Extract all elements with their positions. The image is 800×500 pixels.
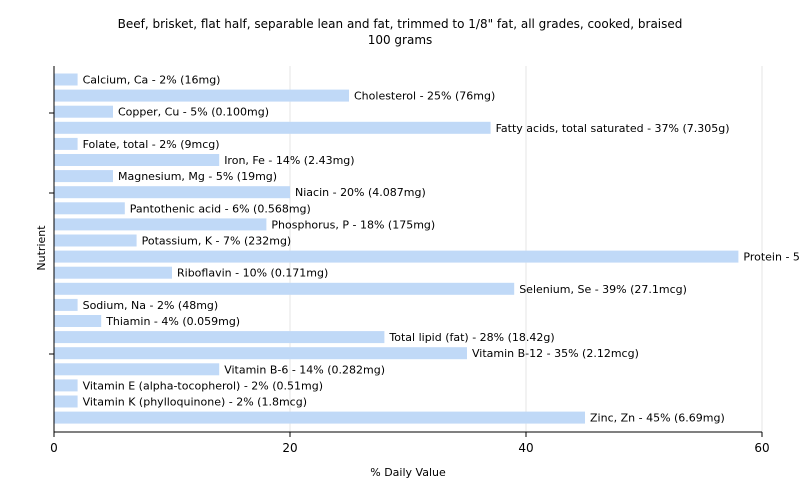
- bar-15: [54, 315, 102, 327]
- bar-16: [54, 331, 385, 344]
- bar-4: [54, 137, 78, 150]
- bar-label-10: Potassium, K - 7% (232mg): [142, 235, 292, 248]
- bar-8: [54, 202, 125, 215]
- axes: 0 20 40 60: [49, 66, 770, 455]
- bar-label-9: Phosphorus, P - 18% (175mg): [271, 218, 435, 231]
- bar-9: [54, 218, 267, 231]
- bar-label-1: Cholesterol - 25% (76mg): [354, 90, 495, 103]
- x-tick-label-0: 0: [50, 441, 58, 455]
- bar-label-11: Protein - 58% (28.82g): [743, 251, 800, 264]
- bar-label-21: Zinc, Zn - 45% (6.69mg): [590, 412, 725, 425]
- bar-1: [54, 89, 349, 102]
- bar-7: [54, 186, 290, 199]
- bar-label-18: Vitamin B-6 - 14% (0.282mg): [224, 363, 385, 376]
- bar-label-16: Total lipid (fat) - 28% (18.42g): [388, 331, 554, 344]
- bar-5: [54, 154, 220, 166]
- bar-label-2: Copper, Cu - 5% (0.100mg): [118, 106, 269, 119]
- bar-label-17: Vitamin B-12 - 35% (2.12mcg): [472, 347, 639, 360]
- y-axis-label: Nutrient: [35, 225, 48, 271]
- bar-label-3: Fatty acids, total saturated - 37% (7.30…: [496, 122, 730, 135]
- bar-label-4: Folate, total - 2% (9mcg): [83, 138, 220, 151]
- bar-11: [54, 250, 739, 263]
- bar-10: [54, 234, 137, 247]
- bar-label-13: Selenium, Se - 39% (27.1mcg): [519, 283, 687, 296]
- bar-2: [54, 105, 113, 118]
- x-axis-label: % Daily Value: [370, 466, 446, 479]
- x-tick-label-40: 40: [518, 441, 533, 455]
- x-tick-label-20: 20: [282, 441, 297, 455]
- bar-6: [54, 170, 113, 183]
- bar-label-20: Vitamin K (phylloquinone) - 2% (1.8mcg): [83, 396, 307, 409]
- x-tick-label-60: 60: [754, 441, 769, 455]
- bar-18: [54, 363, 220, 376]
- bar-label-8: Pantothenic acid - 6% (0.568mg): [130, 202, 311, 215]
- chart-title-block: Beef, brisket, flat half, separable lean…: [0, 16, 800, 48]
- bar-13: [54, 282, 515, 295]
- bar-12: [54, 266, 172, 279]
- chart-title: Beef, brisket, flat half, separable lean…: [117, 17, 683, 31]
- bar-21: [54, 411, 585, 424]
- bar-label-0: Calcium, Ca - 2% (16mg): [83, 74, 221, 87]
- bars: Calcium, Ca - 2% (16mg) Cholesterol - 25%…: [54, 73, 800, 425]
- bar-label-19: Vitamin E (alpha-tocopherol) - 2% (0.51m…: [83, 379, 323, 392]
- bar-label-15: Thiamin - 4% (0.059mg): [105, 315, 240, 328]
- bar-label-5: Iron, Fe - 14% (2.43mg): [224, 154, 354, 167]
- bar-19: [54, 379, 78, 392]
- bar-label-14: Sodium, Na - 2% (48mg): [83, 299, 219, 312]
- bar-3: [54, 121, 491, 134]
- bar-0: [54, 73, 78, 86]
- chart-subtitle: 100 grams: [367, 33, 433, 47]
- bar-label-7: Niacin - 20% (4.087mg): [295, 186, 426, 199]
- bar-14: [54, 298, 78, 311]
- bar-label-6: Magnesium, Mg - 5% (19mg): [118, 170, 277, 183]
- bar-label-12: Riboflavin - 10% (0.171mg): [177, 267, 328, 280]
- bar-20: [54, 395, 78, 408]
- bar-17: [54, 347, 467, 360]
